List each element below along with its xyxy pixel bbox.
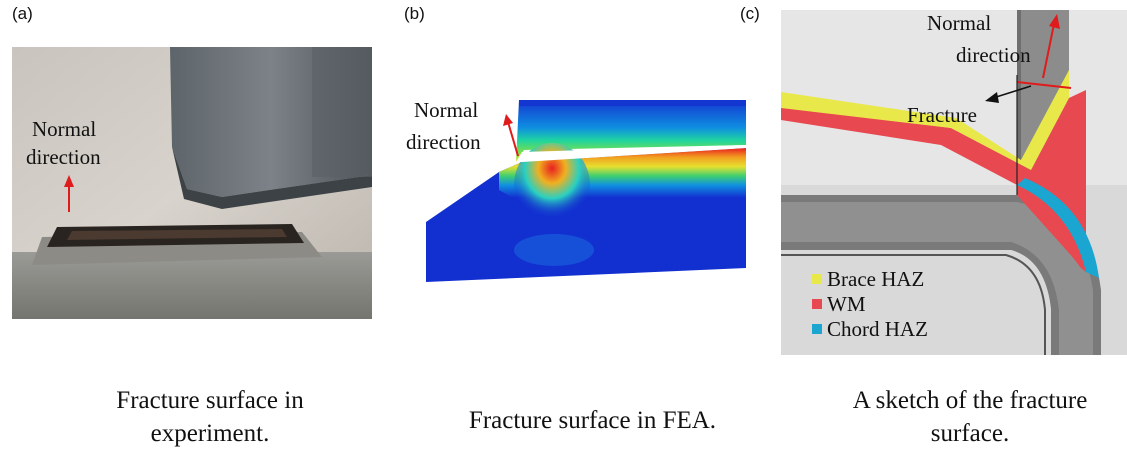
legend-label-brace-haz: Brace HAZ — [827, 267, 924, 291]
fracture-sketch: Normal direction Fracture Brace HAZ WM C… — [781, 10, 1127, 355]
experiment-photo: Normal direction — [12, 47, 372, 319]
legend-label-chord-haz: Chord HAZ — [827, 317, 928, 341]
legend-label-wm: WM — [827, 292, 866, 316]
photo-normal-label: Normal — [32, 117, 96, 141]
fea-direction-label: direction — [406, 130, 481, 154]
legend-swatch-wm — [812, 299, 822, 309]
panel-label-c: (c) — [740, 4, 760, 23]
photo-direction-label: direction — [26, 145, 101, 169]
caption-a-line1: Fracture surface in — [116, 387, 304, 414]
caption-b: Fracture surface in FEA. — [468, 407, 717, 434]
legend-swatch-brace-haz — [812, 274, 822, 284]
panel-label-b: (b) — [404, 4, 425, 23]
sketch-fracture-label: Fracture — [907, 103, 977, 127]
caption-c-line1: A sketch of the fracture — [852, 387, 1088, 414]
caption-a: Fracture surface in experiment. — [60, 384, 360, 450]
sketch-direction-label: direction — [956, 43, 1031, 67]
sketch-normal-label: Normal — [927, 11, 991, 35]
caption-c: A sketch of the fracture surface. — [820, 384, 1120, 450]
legend-swatch-chord-haz — [812, 324, 822, 334]
fea-contour: Normal direction — [404, 90, 750, 290]
fea-normal-label: Normal — [414, 98, 478, 122]
caption-c-line2: surface. — [930, 420, 1010, 447]
panel-label-a: (a) — [12, 4, 33, 23]
caption-a-line2: experiment. — [150, 420, 270, 447]
